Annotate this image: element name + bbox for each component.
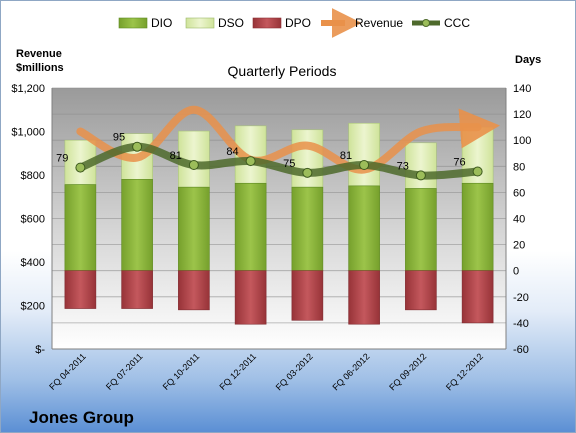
x-tick-label: FQ 12-2012: [444, 351, 485, 392]
x-tick-label: FQ 04-2011: [47, 351, 88, 392]
bar-dpo: [178, 270, 210, 311]
ccc-data-label: 84: [226, 146, 238, 158]
y-left-title-line2: $millions: [16, 62, 64, 74]
chart-title: Quarterly Periods: [228, 63, 337, 79]
ccc-point: [415, 170, 426, 181]
bar-dio: [234, 182, 267, 271]
bar-dpo: [461, 270, 494, 324]
ccc-point: [302, 167, 313, 178]
y-right-tick-label: 0: [513, 266, 519, 278]
y-right-tick-label: -40: [513, 318, 529, 330]
bar-dpo: [348, 270, 380, 325]
legend-label-dio: DIO: [151, 16, 172, 30]
bar-dpo: [405, 270, 437, 311]
bar-dso: [291, 129, 324, 188]
y-right-tick-label: 60: [513, 187, 525, 199]
ccc-data-label: 75: [283, 158, 295, 170]
bar-dio: [64, 184, 97, 272]
legend-label-dpo: DPO: [285, 16, 311, 30]
legend-swatch-dpo: [252, 17, 282, 29]
y-left-tick-label: $400: [21, 257, 45, 269]
y-right-tick-label: 40: [513, 214, 525, 226]
y-right-tick-label: -60: [513, 344, 529, 356]
ccc-data-label: 76: [453, 157, 465, 169]
bar-dso: [178, 130, 210, 188]
legend: DIO DSO DPO Revenue CCC: [118, 8, 470, 38]
company-name: Jones Group: [29, 408, 134, 427]
y-right-tick-label: 80: [513, 161, 525, 173]
ccc-point: [472, 166, 483, 177]
ccc-data-label: 79: [56, 153, 68, 165]
ccc-point: [132, 141, 143, 152]
legend-label-ccc: CCC: [444, 16, 470, 30]
y-left-tick-label: $600: [21, 214, 45, 226]
series-lines: [75, 105, 500, 181]
y-left-tick-label: $1,000: [11, 127, 45, 139]
bar-dpo: [291, 270, 324, 321]
x-tick-label: FQ 09-2012: [387, 351, 428, 392]
axes: [51, 88, 507, 350]
x-tick-label: FQ 12-2011: [217, 351, 258, 392]
bar-dio: [405, 188, 437, 271]
y-left-tick-label: $200: [21, 301, 45, 313]
data-labels: 79 95 81 84 75 81 73 76: [56, 132, 466, 173]
y-right-tick-label: -20: [513, 292, 529, 304]
y-left-tick-label: $800: [21, 170, 45, 182]
y-left-title-line1: Revenue: [16, 48, 62, 60]
legend-swatch-dio: [118, 17, 148, 29]
x-tick-label: FQ 06-2012: [331, 351, 372, 392]
bar-dio: [348, 185, 380, 271]
y-right-tick-label: 100: [513, 135, 531, 147]
y-right-tick-label: 20: [513, 240, 525, 252]
revenue-line: [76, 105, 500, 174]
y-right-tick-label: 140: [513, 83, 531, 95]
y-right-title: Days: [515, 54, 541, 66]
x-tick-label: FQ 10-2011: [161, 351, 202, 392]
bar-dpo: [234, 270, 267, 325]
bar-dso: [405, 142, 437, 189]
y-left-tick-label: $-: [35, 344, 45, 356]
ccc-point: [188, 159, 199, 170]
ccc-point: [359, 159, 370, 170]
bar-dio: [291, 186, 324, 271]
legend-swatch-dso: [185, 17, 215, 29]
ccc-point: [245, 156, 256, 167]
ccc-data-label: 95: [113, 132, 125, 144]
bar-dso: [348, 122, 380, 187]
bar-dio: [178, 186, 210, 271]
x-tick-label: FQ 07-2011: [104, 351, 145, 392]
bar-dpo: [64, 270, 97, 309]
bar-dpo: [121, 270, 153, 309]
legend-label-dso: DSO: [218, 16, 244, 30]
ccc-data-label: 73: [397, 160, 409, 172]
y-left-tick-label: $1,200: [11, 83, 45, 95]
legend-label-revenue: Revenue: [355, 16, 403, 30]
legend-marker-ccc: [422, 19, 430, 27]
ccc-data-label: 81: [170, 150, 182, 162]
ccc-point: [75, 162, 86, 173]
x-tick-label: FQ 03-2012: [274, 351, 315, 392]
bar-dio: [121, 179, 153, 272]
ccc-data-label: 81: [340, 150, 352, 162]
y-right-tick-label: 120: [513, 109, 531, 121]
bar-dio: [461, 182, 494, 271]
bars: [64, 122, 494, 325]
